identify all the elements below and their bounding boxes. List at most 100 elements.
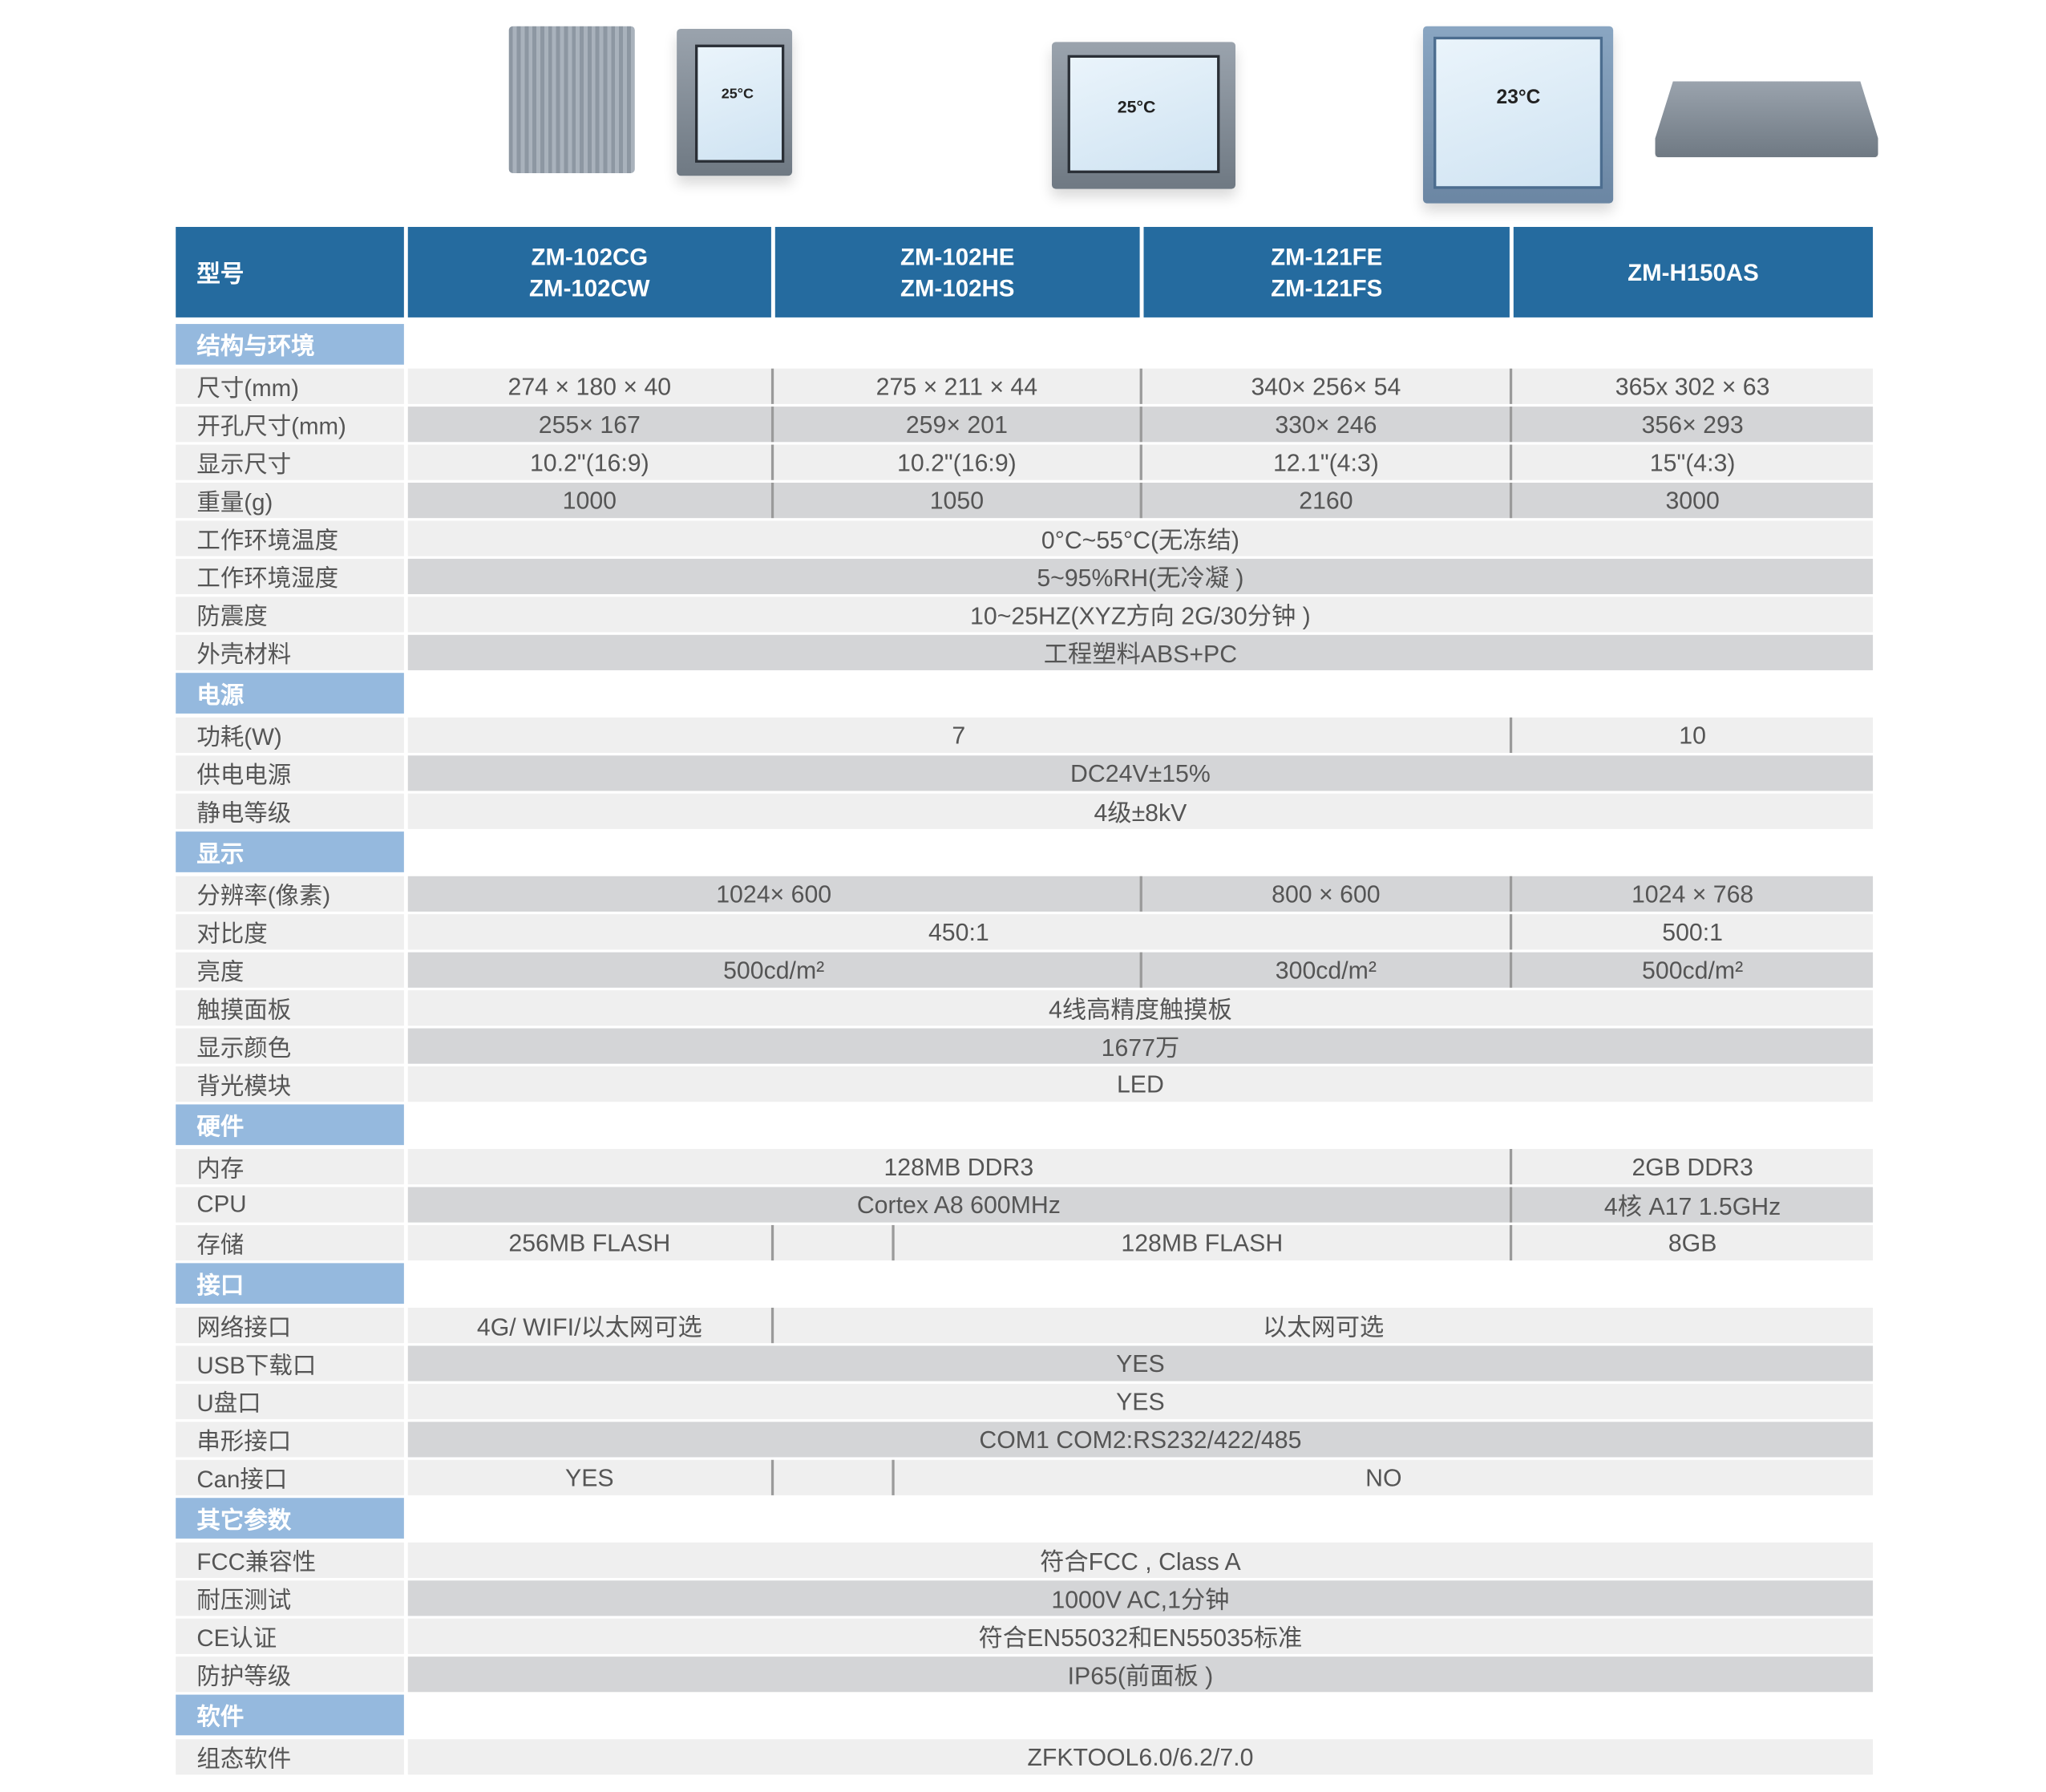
spec-row: CE认证 符合EN55032和EN55035标准 — [176, 1618, 1878, 1654]
product-image-zm-h150 — [1655, 81, 1878, 158]
spec-row: 供电电源 DC24V±15% — [176, 755, 1878, 791]
section-header-row: 硬件 — [176, 1104, 1878, 1146]
spec-label: 防震度 — [176, 597, 404, 633]
spec-value: Cortex A8 600MHz — [407, 1187, 1510, 1223]
spec-value: 259× 201 — [770, 407, 1140, 443]
spec-value: 以太网可选 — [770, 1307, 1874, 1344]
spec-row: 尺寸(mm) 274 × 180 × 40 275 × 211 × 44 340× 2… — [176, 368, 1878, 404]
spec-label: Can接口 — [176, 1459, 404, 1495]
product-image-zm-121f: 23°C — [1422, 26, 1614, 204]
spec-value: 10.2"(16:9) — [770, 444, 1140, 480]
spec-value: 4核 A17 1.5GHz — [1509, 1187, 1874, 1223]
spec-row: 重量(g) 1000 1050 2160 3000 — [176, 483, 1878, 519]
model-header-zm-102h: ZM-102HE ZM-102HS — [774, 227, 1140, 318]
spec-table: 型号 ZM-102CG ZM-102CW ZM-102HE ZM-102HS Z… — [176, 227, 1878, 1778]
spec-value: 1000V AC,1分钟 — [407, 1580, 1874, 1616]
spec-label: 重量(g) — [176, 483, 404, 519]
spec-row: 组态软件 ZFKTOOL6.0/6.2/7.0 — [176, 1739, 1878, 1775]
section-header-row: 显示 — [176, 831, 1878, 872]
spec-row: 功耗(W) 7 10 — [176, 717, 1878, 754]
section-title: 显示 — [176, 831, 404, 872]
spec-row: 外壳材料 工程塑料ABS+PC — [176, 634, 1878, 670]
spec-value: 工程塑料ABS+PC — [407, 634, 1874, 670]
spec-value: 340× 256× 54 — [1139, 368, 1510, 404]
spec-label: 对比度 — [176, 914, 404, 950]
spec-row: 触摸面板 4线高精度触摸板 — [176, 990, 1878, 1026]
spec-row: 耐压测试 1000V AC,1分钟 — [176, 1580, 1878, 1616]
spec-value: 1024 × 768 — [1509, 876, 1874, 912]
spec-row: 存储 256MB FLASH 128MB FLASH 8GB — [176, 1224, 1878, 1261]
spec-value: 4级±8kV — [407, 793, 1874, 829]
product-image-zm-102c-front: 25°C — [677, 28, 793, 176]
spec-value: 800 × 600 — [1139, 876, 1510, 912]
spec-value: 2160 — [1139, 483, 1510, 519]
product-image-zm-102c-back — [508, 26, 635, 173]
spec-value — [770, 1224, 892, 1261]
model-header-zm-121f: ZM-121FE ZM-121FS — [1143, 227, 1510, 318]
spec-value: 275 × 211 × 44 — [770, 368, 1140, 404]
spec-label: CPU — [176, 1187, 404, 1223]
spec-value: 1024× 600 — [407, 876, 1140, 912]
spec-value: NO — [892, 1459, 1874, 1495]
spec-label: 静电等级 — [176, 793, 404, 829]
spec-label: 存储 — [176, 1224, 404, 1261]
screen-reading: 25°C — [721, 86, 754, 103]
model-header-label: 型号 — [176, 227, 404, 318]
spec-row: 静电等级 4级±8kV — [176, 793, 1878, 829]
spec-row: 串形接口 COM1 COM2:RS232/422/485 — [176, 1422, 1878, 1458]
spec-value: 500cd/m² — [1509, 952, 1874, 988]
spec-value: 255× 167 — [407, 407, 771, 443]
spec-value: 7 — [407, 717, 1510, 754]
spec-value: YES — [407, 1459, 771, 1495]
spec-value: 3000 — [1509, 483, 1874, 519]
model-header-zm-h150: ZM-H150AS — [1513, 227, 1874, 318]
spec-value: 10.2"(16:9) — [407, 444, 771, 480]
section-title: 软件 — [176, 1694, 404, 1736]
spec-label: 供电电源 — [176, 755, 404, 791]
spec-label: FCC兼容性 — [176, 1542, 404, 1578]
spec-value: COM1 COM2:RS232/422/485 — [407, 1422, 1874, 1458]
spec-label: 防护等级 — [176, 1656, 404, 1693]
spec-value — [770, 1459, 892, 1495]
spec-value: 500:1 — [1509, 914, 1874, 950]
screen-reading: 23°C — [1496, 86, 1541, 109]
spec-row: 内存 128MB DDR3 2GB DDR3 — [176, 1149, 1878, 1185]
spec-value: 1677万 — [407, 1028, 1874, 1064]
spec-row: 亮度 500cd/m² 300cd/m² 500cd/m² — [176, 952, 1878, 988]
section-header-row: 软件 — [176, 1694, 1878, 1736]
spec-row: 显示尺寸 10.2"(16:9) 10.2"(16:9) 12.1"(4:3) 15"(… — [176, 444, 1878, 480]
spec-label: 分辨率(像素) — [176, 876, 404, 912]
spec-value: 15"(4:3) — [1509, 444, 1874, 480]
spec-label: 串形接口 — [176, 1422, 404, 1458]
section-title: 结构与环境 — [176, 324, 404, 365]
spec-value: YES — [407, 1383, 1874, 1420]
section-header-row: 接口 — [176, 1263, 1878, 1305]
header-row: 型号 ZM-102CG ZM-102CW ZM-102HE ZM-102HS Z… — [176, 227, 1878, 318]
section-header-row: 结构与环境 — [176, 324, 1878, 365]
product-image-zm-102h: 25°C — [1051, 42, 1236, 189]
spec-label: 背光模块 — [176, 1066, 404, 1102]
spec-label: 工作环境湿度 — [176, 558, 404, 595]
spec-label: CE认证 — [176, 1618, 404, 1654]
spec-row: 防震度 10~25HZ(XYZ方向 2G/30分钟 ) — [176, 597, 1878, 633]
section-header-row: 电源 — [176, 673, 1878, 714]
spec-label: U盘口 — [176, 1383, 404, 1420]
spec-value: 10 — [1509, 717, 1874, 754]
spec-label: 显示颜色 — [176, 1028, 404, 1064]
spec-row: 分辨率(像素) 1024× 600 800 × 600 1024 × 768 — [176, 876, 1878, 912]
spec-value: 0°C~55°C(无冻结) — [407, 520, 1874, 556]
spec-row: 工作环境湿度 5~95%RH(无冷凝 ) — [176, 558, 1878, 595]
spec-row: 网络接口 4G/ WIFI/以太网可选 以太网可选 — [176, 1307, 1878, 1344]
spec-value: 符合EN55032和EN55035标准 — [407, 1618, 1874, 1654]
spec-value: 330× 246 — [1139, 407, 1510, 443]
section-title: 其它参数 — [176, 1498, 404, 1539]
spec-value: 4线高精度触摸板 — [407, 990, 1874, 1026]
spec-value: 256MB FLASH — [407, 1224, 771, 1261]
spec-value: 1050 — [770, 483, 1140, 519]
spec-label: 开孔尺寸(mm) — [176, 407, 404, 443]
spec-row: USB下载口 YES — [176, 1345, 1878, 1381]
spec-label: 工作环境温度 — [176, 520, 404, 556]
section-title: 电源 — [176, 673, 404, 714]
spec-value: 4G/ WIFI/以太网可选 — [407, 1307, 771, 1344]
section-header-row: 其它参数 — [176, 1498, 1878, 1539]
